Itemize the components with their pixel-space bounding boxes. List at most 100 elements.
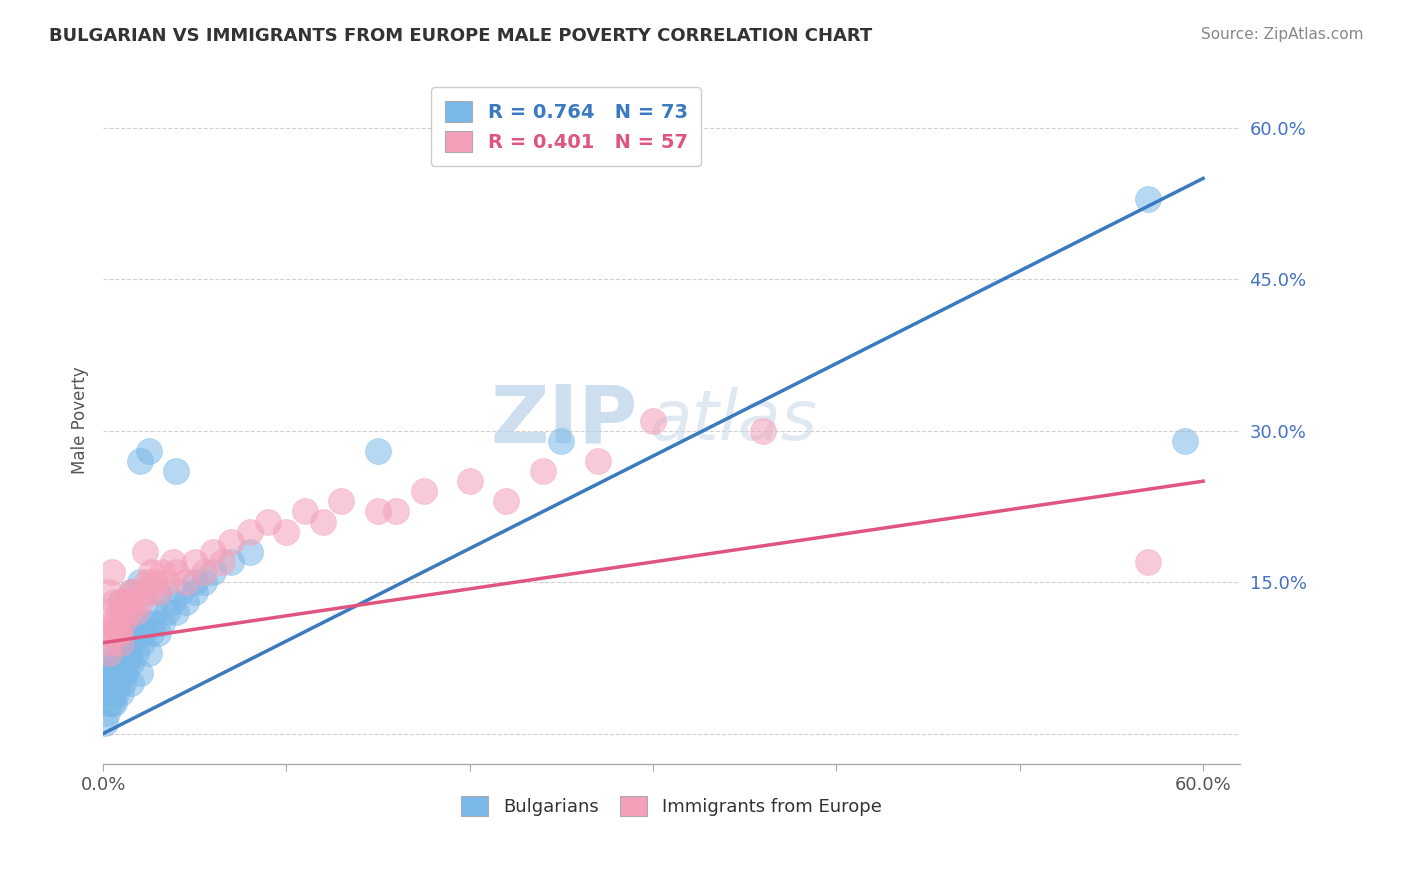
Point [114, 665, 136, 680]
Point [495, 494, 517, 508]
Point [143, 606, 166, 620]
Point [239, 545, 262, 559]
Point [643, 414, 665, 428]
Point [162, 595, 184, 609]
Point [101, 646, 124, 660]
Point [118, 606, 141, 620]
Point [110, 686, 132, 700]
Point [96, 686, 118, 700]
Point [132, 585, 155, 599]
Point [115, 625, 138, 640]
Point [100, 656, 122, 670]
Point [134, 545, 156, 559]
Point [169, 585, 191, 599]
Point [156, 575, 179, 590]
Point [211, 555, 233, 569]
Point [112, 646, 135, 660]
Point [114, 606, 136, 620]
Point [312, 515, 335, 529]
Point [752, 424, 775, 438]
Point [128, 575, 150, 590]
Point [120, 625, 142, 640]
Point [100, 686, 122, 700]
Point [586, 454, 609, 468]
Point [257, 515, 280, 529]
Point [103, 595, 125, 609]
Point [107, 676, 129, 690]
Point [136, 575, 159, 590]
Point [108, 625, 131, 640]
Point [120, 656, 142, 670]
Point [166, 565, 188, 579]
Point [131, 636, 153, 650]
Point [294, 504, 316, 518]
Point [221, 534, 243, 549]
Point [367, 504, 389, 518]
Point [121, 636, 143, 650]
Point [124, 625, 146, 640]
Point [97, 676, 120, 690]
Point [139, 625, 162, 640]
Point [128, 454, 150, 468]
Point [112, 676, 135, 690]
Point [156, 606, 179, 620]
Point [143, 575, 166, 590]
Point [184, 585, 207, 599]
Point [97, 585, 120, 599]
Point [101, 696, 124, 710]
Legend: Bulgarians, Immigrants from Europe: Bulgarians, Immigrants from Europe [454, 789, 889, 823]
Point [96, 606, 118, 620]
Point [107, 656, 129, 670]
Text: atlas: atlas [648, 387, 817, 454]
Point [101, 686, 124, 700]
Point [125, 606, 148, 620]
Point [550, 434, 572, 448]
Point [104, 615, 127, 630]
Point [150, 565, 173, 579]
Point [120, 676, 142, 690]
Point [128, 625, 150, 640]
Point [107, 606, 129, 620]
Point [202, 565, 225, 579]
Point [193, 575, 215, 590]
Point [239, 524, 262, 539]
Point [1174, 434, 1197, 448]
Point [330, 494, 353, 508]
Point [124, 585, 146, 599]
Point [121, 595, 143, 609]
Point [202, 545, 225, 559]
Point [107, 636, 129, 650]
Text: Source: ZipAtlas.com: Source: ZipAtlas.com [1201, 27, 1364, 42]
Point [94, 625, 117, 640]
Point [162, 555, 184, 569]
Point [100, 676, 122, 690]
Point [115, 656, 138, 670]
Point [146, 585, 169, 599]
Point [108, 646, 131, 660]
Point [142, 615, 165, 630]
Point [97, 696, 120, 710]
Text: ZIP: ZIP [491, 382, 637, 459]
Point [128, 595, 150, 609]
Point [1137, 192, 1160, 206]
Point [174, 595, 197, 609]
Point [138, 444, 160, 458]
Y-axis label: Male Poverty: Male Poverty [72, 367, 89, 475]
Point [531, 464, 554, 478]
Point [118, 646, 141, 660]
Point [100, 636, 122, 650]
Point [103, 625, 125, 640]
Point [110, 636, 132, 650]
Point [385, 504, 408, 518]
Point [150, 615, 173, 630]
Point [101, 565, 124, 579]
Point [138, 646, 160, 660]
Point [166, 606, 188, 620]
Point [94, 716, 117, 731]
Point [97, 646, 120, 660]
Point [413, 484, 436, 499]
Point [458, 474, 481, 488]
Point [120, 585, 142, 599]
Point [101, 665, 124, 680]
Point [221, 555, 243, 569]
